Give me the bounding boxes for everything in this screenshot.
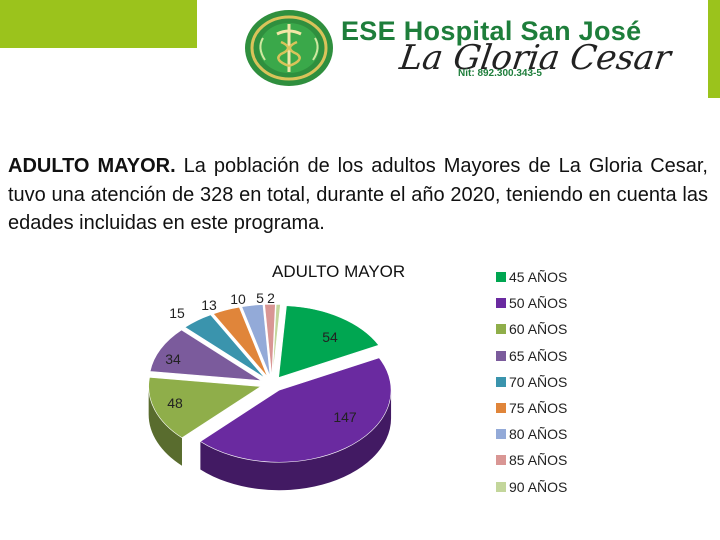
pie-slice [212, 306, 268, 378]
legend-label: 90 AÑOS [509, 478, 568, 495]
pie-slice [184, 314, 265, 379]
pie-slice [264, 303, 276, 377]
legend-item: 85 AÑOS [496, 447, 567, 473]
legend-swatch [496, 298, 506, 309]
pie-data-label: 48 [167, 395, 183, 411]
legend-swatch [496, 403, 506, 414]
pie-data-label: 5 [256, 290, 264, 306]
pie-slice-side [148, 386, 182, 466]
legend-label: 45 AÑOS [509, 269, 568, 286]
legend-label: 80 AÑOS [509, 426, 568, 443]
pie-data-label: 13 [201, 297, 217, 313]
intro-lead: ADULTO MAYOR. [8, 155, 176, 177]
legend-item: 45 AÑOS [496, 264, 567, 290]
brand-name: ESE Hospital San José [341, 16, 642, 46]
chart-legend: 45 AÑOS 50 AÑOS 60 AÑOS 65 AÑOS 70 AÑOS 75 AÑ… [496, 264, 567, 500]
pie-slice-side [200, 390, 392, 491]
legend-label: 50 AÑOS [509, 295, 568, 312]
legend-swatch [496, 272, 506, 283]
accent-bar-left [0, 0, 197, 48]
legend-swatch [496, 376, 506, 387]
pie-data-label: 15 [169, 305, 185, 321]
legend-item: 65 AÑOS [496, 343, 567, 369]
legend-swatch [496, 324, 506, 335]
brand-nit: Nit: 892.300.343-5 [458, 68, 542, 79]
pie-slice [148, 377, 262, 439]
pie-slice [149, 329, 262, 381]
legend-item: 50 AÑOS [496, 290, 567, 316]
pie-data-label: 34 [165, 351, 181, 367]
legend-item: 75 AÑOS [496, 395, 567, 421]
legend-label: 65 AÑOS [509, 347, 568, 364]
legend-label: 60 AÑOS [509, 321, 568, 338]
chart-title: ADULTO MAYOR [272, 262, 406, 281]
legend-swatch [496, 429, 506, 440]
pie-slice [278, 305, 380, 379]
pie-data-label: 10 [230, 291, 246, 307]
pie-slice [241, 304, 271, 377]
pie-data-label: 147 [333, 409, 357, 425]
intro-body: La población de los adultos Mayores de L… [8, 155, 708, 234]
hospital-emblem-icon [245, 10, 333, 86]
legend-label: 70 AÑOS [509, 373, 568, 390]
legend-item: 70 AÑOS [496, 369, 567, 395]
pie-slice [199, 357, 392, 463]
legend-swatch [496, 481, 506, 492]
pie-data-label: 2 [267, 290, 275, 306]
pie-data-label: 54 [322, 329, 338, 345]
legend-label: 75 AÑOS [509, 400, 568, 417]
pie-slice [272, 304, 281, 377]
legend-item: 90 AÑOS [496, 474, 567, 500]
legend-item: 80 AÑOS [496, 421, 567, 447]
legend-swatch [496, 455, 506, 466]
legend-swatch [496, 350, 506, 361]
legend-label: 85 AÑOS [509, 452, 568, 469]
intro-paragraph: ADULTO MAYOR. La población de los adulto… [8, 152, 708, 238]
accent-bar-right [708, 0, 720, 98]
legend-item: 60 AÑOS [496, 316, 567, 342]
